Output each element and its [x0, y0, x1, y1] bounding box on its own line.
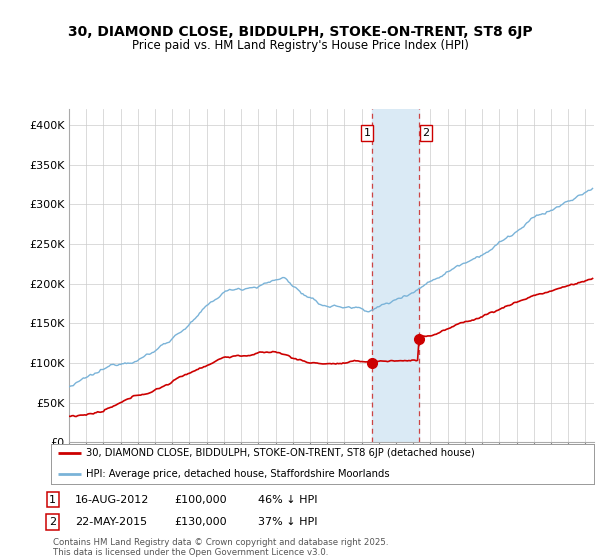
Text: Contains HM Land Registry data © Crown copyright and database right 2025.
This d: Contains HM Land Registry data © Crown c… — [53, 538, 388, 557]
Bar — [373, 109, 419, 442]
Text: 46% ↓ HPI: 46% ↓ HPI — [258, 494, 317, 505]
Text: 2: 2 — [49, 517, 56, 527]
Text: 1: 1 — [364, 128, 371, 138]
Text: 2: 2 — [422, 128, 430, 138]
Text: 30, DIAMOND CLOSE, BIDDULPH, STOKE-ON-TRENT, ST8 6JP: 30, DIAMOND CLOSE, BIDDULPH, STOKE-ON-TR… — [68, 25, 532, 39]
Text: £130,000: £130,000 — [174, 517, 227, 527]
Text: £100,000: £100,000 — [174, 494, 227, 505]
Text: 37% ↓ HPI: 37% ↓ HPI — [258, 517, 317, 527]
Text: 30, DIAMOND CLOSE, BIDDULPH, STOKE-ON-TRENT, ST8 6JP (detached house): 30, DIAMOND CLOSE, BIDDULPH, STOKE-ON-TR… — [86, 448, 475, 458]
Text: Price paid vs. HM Land Registry's House Price Index (HPI): Price paid vs. HM Land Registry's House … — [131, 39, 469, 52]
Text: HPI: Average price, detached house, Staffordshire Moorlands: HPI: Average price, detached house, Staf… — [86, 469, 390, 479]
Text: 1: 1 — [49, 494, 56, 505]
Text: 22-MAY-2015: 22-MAY-2015 — [75, 517, 147, 527]
Text: 16-AUG-2012: 16-AUG-2012 — [75, 494, 149, 505]
